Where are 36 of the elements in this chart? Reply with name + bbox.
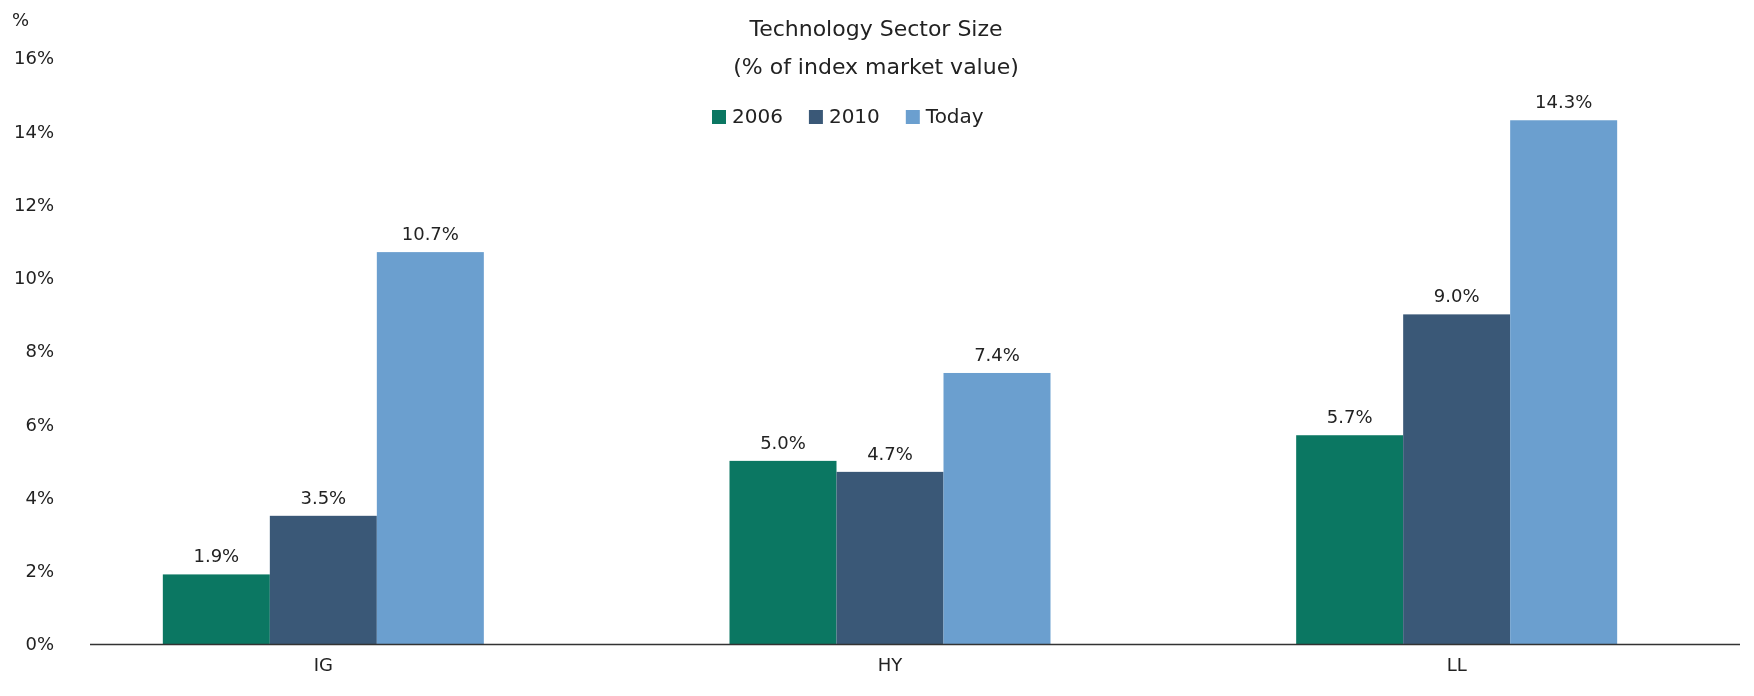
y-tick-label: 2% (25, 560, 54, 582)
y-tick-label: 8% (25, 340, 54, 362)
y-tick-label: 12% (13, 193, 54, 215)
y-tick-label: 10% (13, 267, 54, 289)
data-label: 9.0% (1433, 285, 1480, 307)
bar (943, 372, 1051, 644)
data-label: 4.7% (867, 442, 913, 464)
x-tick-label: IG (313, 653, 333, 675)
bar (1510, 120, 1618, 644)
bar (376, 252, 484, 644)
bar (269, 515, 377, 644)
y-tick-label: 6% (25, 413, 54, 435)
chart-title: Technology Sector Size (748, 16, 1003, 41)
data-label: 5.7% (1326, 406, 1373, 428)
data-label: 10.7% (401, 223, 459, 245)
data-label: 7.4% (974, 343, 1020, 365)
y-tick-label: 16% (13, 47, 54, 69)
y-tick-label: 14% (13, 120, 54, 142)
bar (729, 460, 837, 644)
y-tick-label: 0% (25, 633, 54, 655)
data-label: 14.3% (1535, 91, 1593, 113)
bar (162, 574, 270, 644)
y-axis-title: % (12, 9, 30, 30)
x-tick-label: LL (1446, 653, 1467, 675)
data-label: 3.5% (300, 486, 347, 508)
legend-label: Today (924, 104, 984, 128)
data-label: 1.9% (193, 545, 240, 567)
data-label: 5.0% (760, 431, 806, 453)
y-tick-label: 4% (25, 486, 54, 508)
bar (1296, 435, 1404, 644)
bar (836, 471, 944, 644)
legend-label: 2006 (732, 104, 783, 128)
legend-label: 2010 (828, 104, 880, 128)
bar (1403, 314, 1511, 644)
x-tick-label: HY (877, 653, 904, 675)
chart-subtitle: (% of index market value) (733, 54, 1019, 79)
